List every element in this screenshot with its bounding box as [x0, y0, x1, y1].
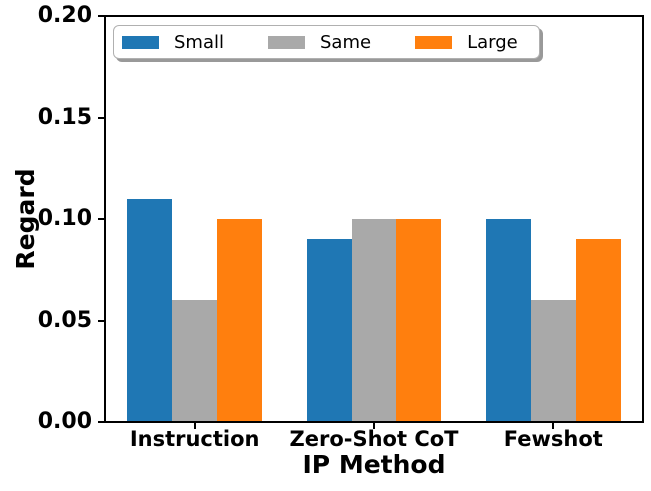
y-tick-label-0-00: 0.00: [37, 409, 92, 434]
y-tick-mark-0-00: [98, 421, 105, 423]
y-tick-mark-0-15: [98, 116, 105, 119]
legend-swatch-large: [415, 35, 453, 49]
legend-item-large: Large: [415, 32, 518, 53]
legend-label-large: Large: [467, 31, 518, 53]
legend-swatch-small: [122, 35, 159, 49]
legend-item-same: Same: [268, 32, 371, 53]
x-tick-label-instruction: Instruction: [129, 427, 260, 451]
x-axis-title: IP Method: [302, 450, 446, 479]
bar-large-instruction: [217, 219, 262, 422]
x-tick-label-zero-shot-cot: Zero-Shot CoT: [289, 427, 459, 451]
bar-small-instruction: [127, 198, 173, 422]
legend: Small Same Large: [113, 25, 540, 59]
y-tick-mark-0-10: [98, 218, 105, 220]
bar-small-zero-shot-cot: [306, 239, 352, 422]
bar-same-zero-shot-cot: [351, 219, 397, 422]
plot-area: [105, 16, 643, 422]
x-tick-mark-fewshot: [552, 422, 555, 429]
bar-same-fewshot: [530, 300, 576, 422]
y-tick-mark-0-05: [98, 319, 105, 322]
legend-label-small: Small: [174, 31, 224, 53]
bar-large-fewshot: [575, 239, 621, 422]
legend-label-same: Same: [320, 31, 372, 53]
bar-same-instruction: [172, 300, 218, 422]
x-tick-mark-zero-shot-cot: [373, 422, 375, 429]
y-tick-mark-0-20: [98, 15, 105, 17]
x-tick-mark-instruction: [193, 422, 196, 429]
legend-swatch-same: [268, 35, 305, 49]
y-tick-label-0-05: 0.05: [37, 307, 92, 333]
legend-item-small: Small: [122, 32, 224, 53]
bar-small-fewshot: [486, 219, 531, 422]
y-tick-label-0-10: 0.10: [37, 206, 92, 231]
x-tick-label-fewshot: Fewshot: [503, 427, 603, 451]
y-tick-label-0-20: 0.20: [37, 3, 92, 28]
bar-large-zero-shot-cot: [396, 219, 442, 422]
y-tick-label-0-15: 0.15: [37, 104, 92, 130]
